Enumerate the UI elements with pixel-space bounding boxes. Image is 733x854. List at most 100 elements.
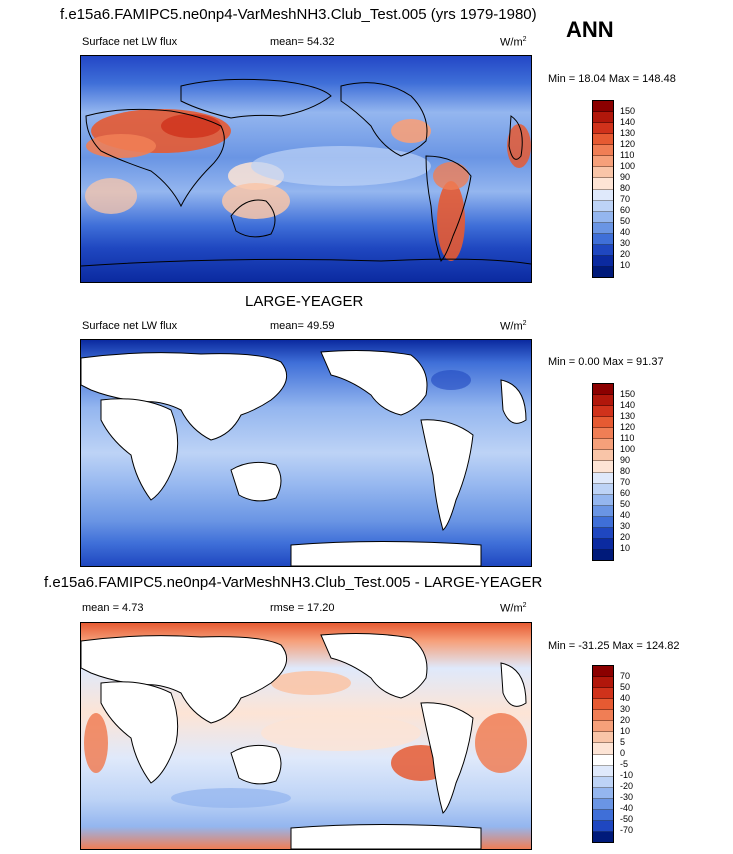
colorbar-tick-label: 30 xyxy=(620,521,631,531)
colorbar-tick-label: 40 xyxy=(620,510,631,520)
colorbar-swatch xyxy=(593,820,613,832)
colorbar-swatch xyxy=(593,666,613,678)
colorbar-swatch xyxy=(593,538,613,550)
colorbar-swatch xyxy=(593,677,613,689)
units-text: W/m xyxy=(500,36,523,49)
colorbar-swatch xyxy=(593,189,613,201)
colorbar-swatch xyxy=(593,721,613,733)
panel1-map-svg xyxy=(81,56,531,282)
panel2-colorbar xyxy=(592,383,614,561)
colorbar-swatch xyxy=(593,527,613,539)
colorbar-swatch xyxy=(593,831,613,842)
colorbar-tick-label: 0 xyxy=(620,748,626,758)
colorbar-tick-label: -40 xyxy=(620,803,634,813)
colorbar-swatch xyxy=(593,439,613,451)
colorbar-tick-label: 80 xyxy=(620,183,631,193)
colorbar-swatch xyxy=(593,417,613,429)
colorbar-tick-label: 130 xyxy=(620,128,636,138)
colorbar-swatch xyxy=(593,450,613,462)
season-label: ANN xyxy=(566,17,614,42)
panel1-minmax: Min = 18.04 Max = 148.48 xyxy=(548,73,676,85)
colorbar-swatch xyxy=(593,483,613,495)
panel2-variable: Surface net LW flux xyxy=(82,320,178,332)
colorbar-tick-label: 100 xyxy=(620,444,636,454)
colorbar-tick-label: 120 xyxy=(620,422,636,432)
colorbar-swatch xyxy=(593,461,613,473)
colorbar-swatch xyxy=(593,134,613,146)
panel2-minmax: Min = 0.00 Max = 91.37 xyxy=(548,356,664,368)
panel1-mean: mean= 54.32 xyxy=(270,36,335,48)
colorbar-swatch xyxy=(593,428,613,440)
colorbar-swatch xyxy=(593,754,613,766)
panel3-map xyxy=(80,622,532,850)
colorbar-swatch xyxy=(593,123,613,135)
colorbar-tick-label: 50 xyxy=(620,682,631,692)
colorbar-tick-label: -50 xyxy=(620,814,634,824)
colorbar-tick-label: -5 xyxy=(620,759,629,769)
panel3-map-svg xyxy=(81,623,531,849)
colorbar-tick-label: 110 xyxy=(620,433,635,443)
colorbar-tick-label: 20 xyxy=(620,715,631,725)
colorbar-swatch xyxy=(593,112,613,124)
colorbar-tick-label: -10 xyxy=(620,770,634,780)
colorbar-swatch xyxy=(593,101,613,113)
panel3-colorbar xyxy=(592,665,614,843)
colorbar-swatch xyxy=(593,809,613,821)
units-exponent: 2 xyxy=(522,36,527,43)
units-text: W/m xyxy=(500,320,523,333)
panel3-title: f.e15a6.FAMIPC5.ne0np4-VarMeshNH3.Club_T… xyxy=(44,574,543,591)
colorbar-tick-label: 120 xyxy=(620,139,636,149)
colorbar-swatch xyxy=(593,145,613,157)
colorbar-swatch xyxy=(593,200,613,212)
colorbar-tick-label: 40 xyxy=(620,693,631,703)
colorbar-swatch xyxy=(593,156,613,168)
colorbar-tick-label: 20 xyxy=(620,532,631,542)
panel2-title: LARGE-YEAGER xyxy=(245,293,364,310)
colorbar-tick-label: 140 xyxy=(620,400,636,410)
units-text: W/m xyxy=(500,602,523,615)
colorbar-tick-label: 50 xyxy=(620,499,631,509)
colorbar-swatch xyxy=(593,710,613,722)
colorbar-tick-label: -70 xyxy=(620,825,634,835)
colorbar-tick-label: 50 xyxy=(620,216,631,226)
colorbar-tick-label: 10 xyxy=(620,726,631,736)
panel3-rmse: rmse = 17.20 xyxy=(270,602,335,614)
panel3-units: W/m2 xyxy=(500,602,527,615)
colorbar-swatch xyxy=(593,494,613,506)
colorbar-swatch xyxy=(593,776,613,788)
panel1-variable: Surface net LW flux xyxy=(82,36,178,48)
colorbar-tick-label: -20 xyxy=(620,781,634,791)
colorbar-tick-label: 10 xyxy=(620,543,631,553)
panel1-units: W/m2 xyxy=(500,36,527,49)
units-exponent: 2 xyxy=(522,602,527,609)
main-title: f.e15a6.FAMIPC5.ne0np4-VarMeshNH3.Club_T… xyxy=(60,6,537,23)
colorbar-tick-label: 70 xyxy=(620,194,631,204)
colorbar-swatch xyxy=(593,167,613,179)
colorbar-tick-label: 30 xyxy=(620,238,631,248)
colorbar-swatch xyxy=(593,244,613,256)
colorbar-tick-label: 30 xyxy=(620,704,631,714)
colorbar-tick-label: 110 xyxy=(620,150,635,160)
colorbar-tick-label: 150 xyxy=(620,389,636,399)
colorbar-tick-label: 70 xyxy=(620,671,631,681)
colorbar-swatch xyxy=(593,699,613,711)
colorbar-swatch xyxy=(593,222,613,234)
colorbar-swatch xyxy=(593,266,613,277)
colorbar-swatch xyxy=(593,549,613,560)
colorbar-swatch xyxy=(593,505,613,517)
colorbar-swatch xyxy=(593,233,613,245)
colorbar-tick-label: 100 xyxy=(620,161,636,171)
colorbar-swatch xyxy=(593,472,613,484)
panel1-map xyxy=(80,55,532,283)
colorbar-tick-label: 20 xyxy=(620,249,631,259)
panel2-units: W/m2 xyxy=(500,320,527,333)
colorbar-swatch xyxy=(593,516,613,528)
colorbar-tick-label: 90 xyxy=(620,172,631,182)
colorbar-swatch xyxy=(593,395,613,407)
colorbar-tick-label: 70 xyxy=(620,477,631,487)
colorbar-swatch xyxy=(593,732,613,744)
colorbar-tick-label: 10 xyxy=(620,260,631,270)
colorbar-tick-label: 5 xyxy=(620,737,626,747)
panel2-map xyxy=(80,339,532,567)
panel2-map-svg xyxy=(81,340,531,566)
